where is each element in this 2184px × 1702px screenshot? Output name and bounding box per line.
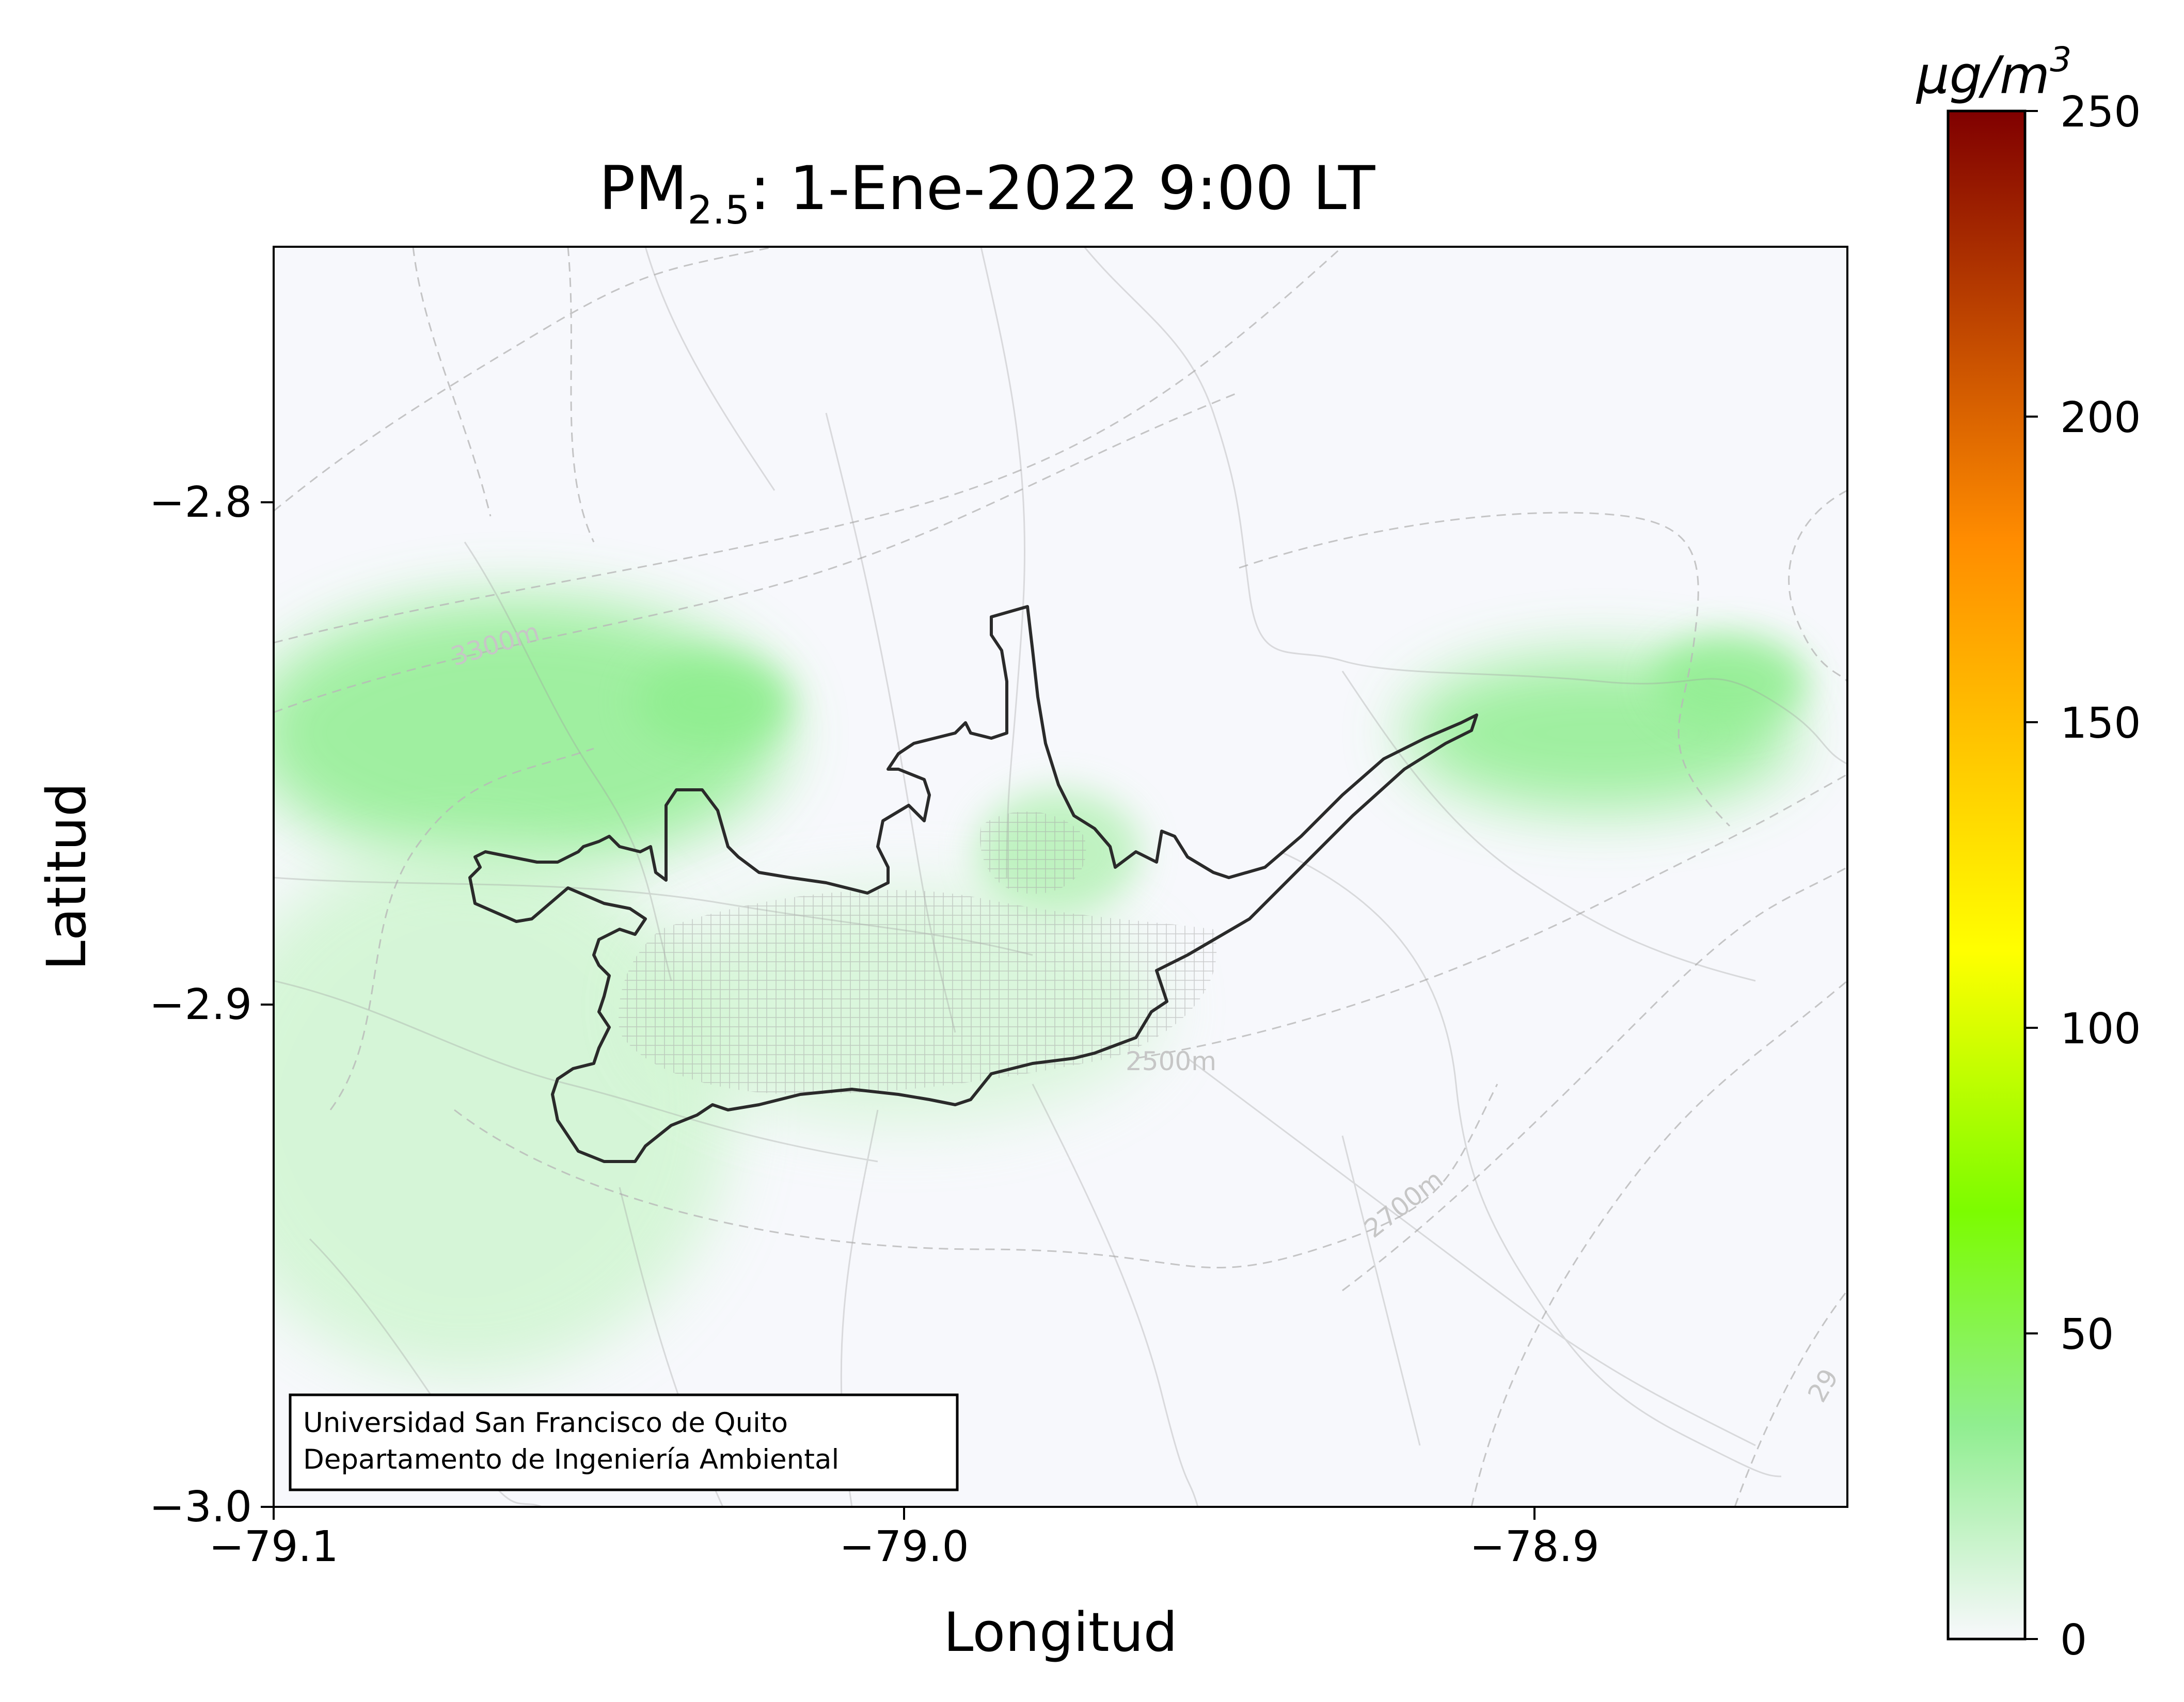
x-axis-label: Longitud	[943, 1601, 1177, 1664]
road-west-2	[274, 980, 878, 1163]
road-north-2	[980, 247, 1025, 878]
contour-2900m	[1734, 1290, 1847, 1507]
contour-north	[567, 247, 595, 543]
river-east	[1280, 851, 1782, 1477]
colorbar-tick-label: 200	[2060, 393, 2141, 442]
y-tick-label: −3.0	[149, 1483, 252, 1532]
map-frame	[273, 246, 1848, 1508]
x-tick-label: −78.9	[1469, 1522, 1599, 1571]
chart-title: PM2.5: 1-Ene-2022 9:00 LT	[599, 153, 1375, 233]
x-tick-label: −79.0	[839, 1522, 969, 1571]
contour-label-2500m: 2500m	[1126, 1046, 1216, 1076]
road-north-3	[644, 247, 776, 491]
contour-ne-edge	[1788, 489, 1847, 682]
colorbar-tick-label: 50	[2060, 1310, 2114, 1359]
road-network	[274, 247, 1847, 1507]
elevation-contours	[274, 247, 1847, 1507]
city-boundary	[468, 605, 1478, 1163]
city-streets	[619, 889, 1217, 1094]
contour-2500m	[1135, 773, 1847, 1059]
colorbar-tick-label: 100	[2060, 1005, 2141, 1054]
contour-north-2	[412, 247, 492, 517]
colorbar-gradient	[1946, 109, 2027, 1641]
colorbar-tick-label: 0	[2060, 1616, 2087, 1665]
title-subscript: 2.5	[688, 187, 750, 233]
attribution-frame	[289, 1393, 959, 1491]
pm-plume-west	[274, 599, 785, 867]
contour-high-nw	[274, 247, 775, 512]
pm-plume-southwest	[274, 841, 733, 1378]
title-suffix: : 1-Ene-2022 9:00 LT	[750, 153, 1375, 224]
pm-plume-west-core	[635, 656, 790, 749]
y-axis: −2.8 −2.9 −3.0 Latitud	[35, 478, 274, 1532]
map-panel: 3300m 2500m 2700m 29 Universidad San Fra…	[35, 153, 1848, 1664]
colorbar: 0 50 100 150 200 250 μg/m3	[1916, 40, 2141, 1665]
contour-southwest	[329, 747, 594, 1110]
city-streets-north	[980, 812, 1086, 894]
road-nw	[464, 542, 672, 981]
x-tick-label: −79.1	[209, 1522, 338, 1571]
road-south-3	[1341, 1135, 1421, 1446]
attribution-line-2: Departamento de Ingeniería Ambiental	[303, 1444, 839, 1475]
contour-east-mid	[1342, 866, 1847, 1292]
contour-east-low	[1470, 980, 1847, 1507]
colorbar-ticks	[2025, 110, 2038, 1640]
river-main	[1083, 247, 1847, 765]
road-southeast	[1187, 1057, 1756, 1446]
road-east-1	[1341, 671, 1756, 982]
y-tick-label: −2.8	[149, 478, 252, 527]
contour-2700m	[454, 1084, 1498, 1269]
contour-3300m-a	[274, 247, 1343, 644]
colorbar-unit-base: μg/m	[1916, 45, 2050, 105]
attribution-line-1: Universidad San Francisco de Quito	[303, 1407, 788, 1439]
attribution-box: Universidad San Francisco de Quito Depar…	[289, 1393, 959, 1491]
colorbar-unit: μg/m3	[1916, 40, 2071, 105]
y-axis-label: Latitud	[35, 783, 98, 971]
title-prefix: PM	[599, 153, 688, 224]
colorbar-tick-label: 150	[2060, 699, 2141, 748]
contour-northeast	[1239, 512, 1731, 827]
road-south-1	[1032, 1084, 1199, 1507]
colorbar-unit-exp: 3	[2050, 40, 2071, 79]
x-axis: −79.1 −79.0 −78.9 Longitud	[209, 1507, 1600, 1664]
city-street-grid	[619, 812, 1217, 1094]
colorbar-tick-label: 250	[2060, 88, 2141, 137]
y-tick-label: −2.9	[149, 980, 252, 1029]
contour-3300m-b	[274, 391, 1240, 713]
